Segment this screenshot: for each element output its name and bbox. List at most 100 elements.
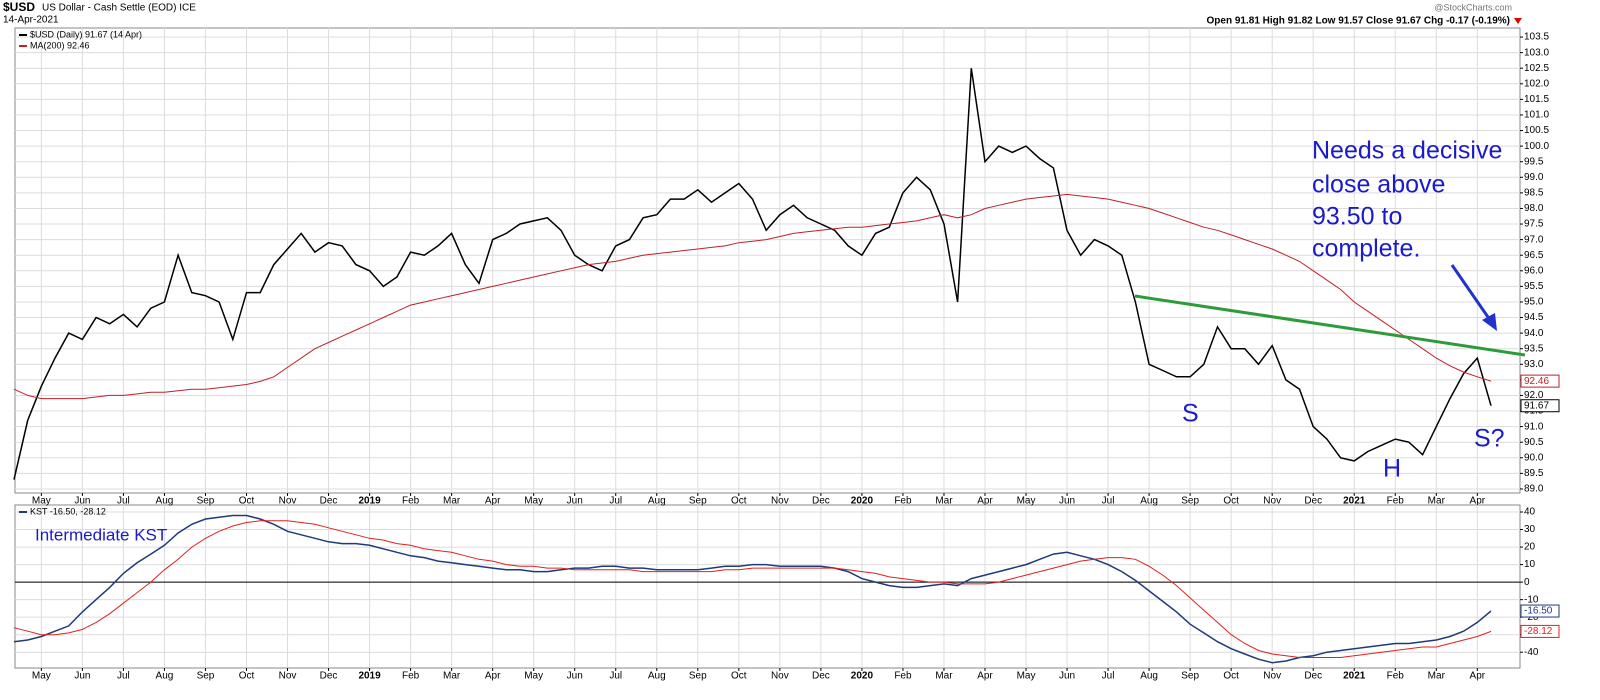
x-tick-label: Oct xyxy=(1223,496,1239,507)
x-tick-label: Nov xyxy=(771,671,789,682)
x-tick-label: Mar xyxy=(1428,496,1446,507)
x-tick-label: 2020 xyxy=(851,671,874,682)
neckline xyxy=(1134,294,1526,357)
x-tick-label: Mar xyxy=(443,671,461,682)
x-tick-label: Jul xyxy=(1102,671,1115,682)
y-tick-label: 102.0 xyxy=(1524,78,1549,89)
y-tick-label: 95.5 xyxy=(1524,281,1544,292)
y-tick-label: 98.0 xyxy=(1524,203,1544,214)
x-tick-label: Oct xyxy=(239,496,255,507)
x-tick-label: Jun xyxy=(567,671,583,682)
x-tick-label: Sep xyxy=(689,496,707,507)
note-line: complete. xyxy=(1312,235,1420,263)
series-line xyxy=(13,520,1492,658)
y-tick-label: 103.5 xyxy=(1524,32,1549,43)
x-tick-label: Feb xyxy=(402,496,420,507)
value-badge-label: -28.12 xyxy=(1524,626,1553,637)
x-tick-label: Apr xyxy=(485,496,501,507)
ohlc: Open 91.81 High 91.82 Low 91.57 Close 91… xyxy=(1207,16,1510,27)
x-tick-label: Aug xyxy=(1140,496,1158,507)
kst-title: Intermediate KST xyxy=(35,525,167,544)
x-tick-label: Nov xyxy=(279,671,297,682)
y-tick-label: 93.5 xyxy=(1524,343,1544,354)
x-tick-label: Oct xyxy=(731,496,747,507)
series-line xyxy=(13,193,1492,400)
x-tick-label: Aug xyxy=(156,496,174,507)
x-tick-label: Mar xyxy=(935,671,953,682)
x-tick-label: May xyxy=(32,496,51,507)
description: US Dollar - Cash Settle (EOD) ICE xyxy=(42,3,196,14)
x-tick-label: Sep xyxy=(689,671,707,682)
arrow-shaft xyxy=(1450,264,1492,321)
note-line: Needs a decisive xyxy=(1312,137,1502,165)
x-tick-label: Feb xyxy=(894,496,912,507)
shoulder-label: S? xyxy=(1474,425,1505,453)
x-tick-label: May xyxy=(1017,496,1036,507)
x-tick-label: May xyxy=(524,671,543,682)
x-tick-label: Dec xyxy=(812,671,830,682)
y-tick-label: 100.0 xyxy=(1524,141,1549,152)
x-tick-label: Mar xyxy=(1428,671,1446,682)
x-tick-label: 2020 xyxy=(851,496,874,507)
x-tick-label: Feb xyxy=(1387,496,1405,507)
value-badge xyxy=(1520,604,1560,618)
x-tick-label: Sep xyxy=(1181,671,1199,682)
y-tick-label: 90.5 xyxy=(1524,437,1544,448)
y-tick-label: 101.5 xyxy=(1524,94,1549,105)
y-tick-label: 0 xyxy=(1524,577,1530,588)
y-tick-label: 89.5 xyxy=(1524,468,1544,479)
x-tick-label: Nov xyxy=(279,496,297,507)
credit: @StockCharts.com xyxy=(1434,2,1512,12)
date: 14-Apr-2021 xyxy=(3,15,59,26)
x-tick-label: Oct xyxy=(1223,671,1239,682)
x-tick-label: Jul xyxy=(117,496,130,507)
y-tick-label: 96.0 xyxy=(1524,265,1544,276)
x-tick-label: Apr xyxy=(1470,671,1486,682)
x-tick-label: Aug xyxy=(648,671,666,682)
y-tick-label: 97.5 xyxy=(1524,219,1544,230)
y-tick-label: 96.5 xyxy=(1524,250,1544,261)
x-tick-label: Aug xyxy=(1140,671,1158,682)
x-tick-label: Jul xyxy=(609,496,622,507)
value-badge xyxy=(1520,399,1560,413)
legend-label: $USD (Daily) 91.67 (14 Apr) xyxy=(30,29,142,39)
x-tick-label: Apr xyxy=(977,496,993,507)
y-tick-label: -10 xyxy=(1524,594,1539,605)
y-tick-label: 40 xyxy=(1524,507,1536,518)
y-tick-label: 30 xyxy=(1524,524,1536,535)
value-badge-label: 91.67 xyxy=(1524,400,1549,411)
value-badge xyxy=(1520,374,1560,388)
y-tick-label: 10 xyxy=(1524,559,1536,570)
x-tick-label: Mar xyxy=(935,496,953,507)
x-tick-label: Dec xyxy=(1304,671,1322,682)
x-tick-label: Dec xyxy=(1304,496,1322,507)
x-tick-label: 2019 xyxy=(358,496,381,507)
y-tick-label: 94.5 xyxy=(1524,312,1544,323)
y-tick-label: 92.0 xyxy=(1524,390,1544,401)
series-line xyxy=(13,68,1492,480)
shoulder-label: S xyxy=(1182,400,1199,428)
x-tick-label: May xyxy=(524,496,543,507)
x-tick-label: Jul xyxy=(117,671,130,682)
y-tick-label: 102.5 xyxy=(1524,63,1549,74)
x-tick-label: Oct xyxy=(731,671,747,682)
y-tick-label: 103.0 xyxy=(1524,47,1549,58)
x-tick-label: 2021 xyxy=(1343,671,1366,682)
price-frame xyxy=(14,27,1521,494)
x-tick-label: Jun xyxy=(567,496,583,507)
x-tick-label: Apr xyxy=(485,671,501,682)
y-tick-label: 100.5 xyxy=(1524,125,1549,136)
y-tick-label: 101.0 xyxy=(1524,110,1549,121)
head-label: H xyxy=(1383,455,1401,483)
x-tick-label: Feb xyxy=(894,671,912,682)
x-tick-label: Dec xyxy=(812,496,830,507)
x-tick-label: May xyxy=(1017,671,1036,682)
y-tick-label: 98.5 xyxy=(1524,188,1544,199)
x-tick-label: Nov xyxy=(1263,671,1281,682)
x-tick-label: Nov xyxy=(1263,496,1281,507)
y-tick-label: -40 xyxy=(1524,647,1539,658)
x-tick-label: Oct xyxy=(239,671,255,682)
y-tick-label: 90.0 xyxy=(1524,452,1544,463)
x-tick-label: Sep xyxy=(1181,496,1199,507)
